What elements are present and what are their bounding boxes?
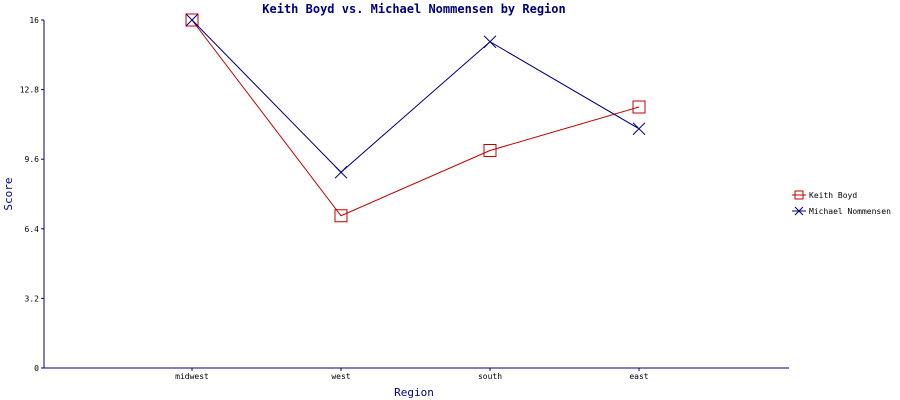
y-tick-label: 16 — [29, 16, 39, 25]
legend-item-2: Michael Nommensen — [792, 206, 891, 216]
data-point-1-midwest — [185, 13, 199, 27]
y-tick-label: 9.6 — [25, 155, 40, 164]
series-line-2 — [191, 19, 640, 173]
axes — [43, 20, 789, 369]
x-tick-label-south: south — [478, 372, 502, 381]
x-ticks: midwest west south east — [175, 368, 649, 381]
series-line-1 — [191, 19, 640, 217]
legend-item-1: Keith Boyd — [792, 190, 857, 200]
series-layer — [185, 13, 646, 223]
y-tick-label: 6.4 — [25, 225, 40, 234]
data-point-2-east — [632, 122, 646, 136]
legend: Keith Boyd Michael Nommensen — [792, 190, 891, 216]
y-ticks: 0 3.2 6.4 9.6 12.8 16 — [20, 16, 44, 373]
legend-marker-1 — [794, 190, 804, 200]
legend-label-2: Michael Nommensen — [809, 207, 891, 216]
data-point-1-south — [483, 144, 497, 157]
y-tick-label: 3.2 — [25, 294, 40, 303]
legend-marker-2 — [794, 206, 804, 216]
x-tick-label-west: west — [331, 372, 350, 381]
x-tick-label-east: east — [629, 372, 648, 381]
data-point-2-midwest — [185, 13, 199, 27]
data-point-2-west — [334, 165, 348, 179]
data-point-1-west — [334, 209, 348, 223]
y-tick-label: 0 — [34, 364, 39, 373]
x-axis-title: Region — [394, 386, 434, 399]
data-point-2-south — [483, 35, 497, 49]
y-axis-title: Score — [2, 177, 15, 210]
series-2 — [185, 13, 646, 179]
y-tick-label: 12.8 — [20, 86, 39, 95]
chart-title: Keith Boyd vs. Michael Nommensen by Regi… — [262, 2, 565, 16]
series-1 — [185, 13, 646, 223]
data-point-1-east — [632, 100, 646, 114]
x-tick-label-midwest: midwest — [175, 372, 209, 381]
legend-label-1: Keith Boyd — [809, 191, 857, 200]
